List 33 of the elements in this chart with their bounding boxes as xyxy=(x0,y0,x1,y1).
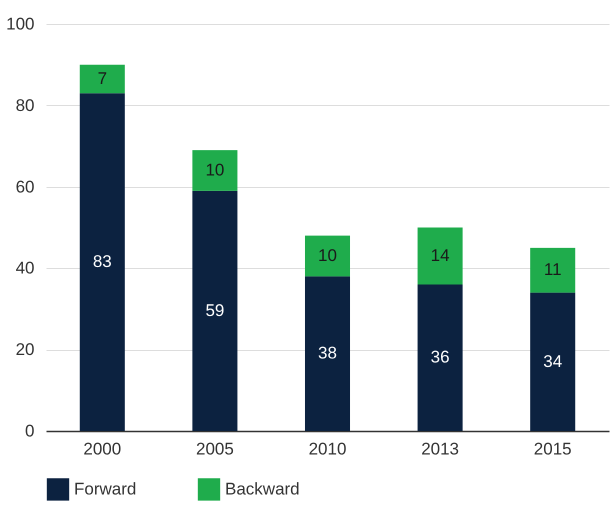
x-tick-label: 2015 xyxy=(534,440,572,458)
data-label: 36 xyxy=(430,348,450,367)
bar xyxy=(192,150,238,191)
legend-label: Forward xyxy=(74,479,136,498)
x-tick-label: 2013 xyxy=(421,440,460,458)
y-tick-label: 60 xyxy=(16,177,34,196)
x-tick-label: 2005 xyxy=(196,440,234,458)
y-tick-label: 20 xyxy=(16,340,34,360)
data-label: 83 xyxy=(92,252,112,272)
y-tick-label: 80 xyxy=(16,96,34,115)
bar xyxy=(304,236,350,276)
y-tick-label: 0 xyxy=(25,422,34,440)
bar xyxy=(304,276,350,431)
bar xyxy=(80,64,125,94)
data-label: 10 xyxy=(318,246,337,265)
x-tick-label: 2010 xyxy=(308,440,346,458)
bar xyxy=(80,93,125,431)
data-label: 7 xyxy=(98,68,108,88)
bar xyxy=(530,248,576,293)
y-tick-label: 40 xyxy=(16,258,34,278)
bar xyxy=(192,190,238,431)
data-label: 59 xyxy=(205,300,224,320)
data-label: 38 xyxy=(318,344,337,363)
y-tick-label: 100 xyxy=(6,14,34,34)
legend-label: Backward xyxy=(225,479,300,498)
bar xyxy=(418,284,463,431)
data-label: 10 xyxy=(205,160,224,180)
data-label: 14 xyxy=(430,246,450,265)
data-label: 34 xyxy=(543,352,562,371)
x-tick-label: 2000 xyxy=(83,440,122,458)
bar xyxy=(418,228,463,284)
bar xyxy=(530,292,576,431)
data-label: 11 xyxy=(544,260,562,280)
